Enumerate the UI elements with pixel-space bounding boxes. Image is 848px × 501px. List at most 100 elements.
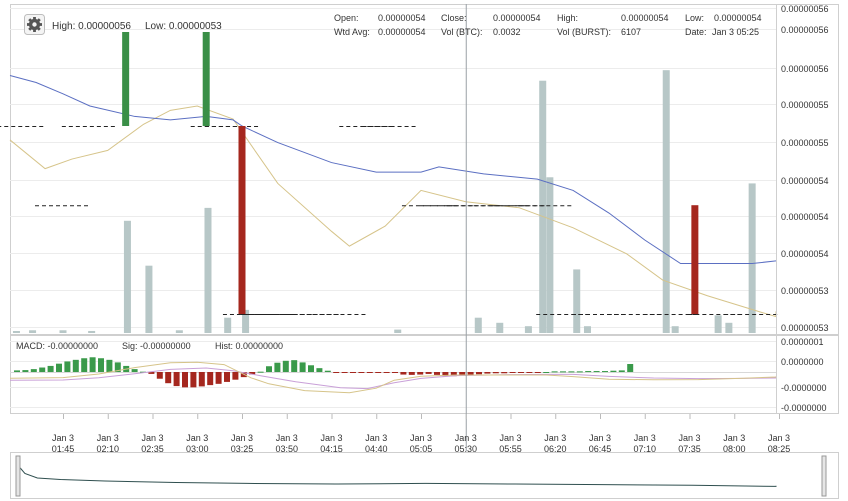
time-tick-date: Jan 3	[723, 433, 745, 443]
volume-bar	[671, 326, 679, 333]
time-tick-date: Jan 3	[231, 433, 253, 443]
stat-date-value: Jan 3 05:25	[712, 27, 759, 37]
time-tick-date: Jan 3	[97, 433, 119, 443]
chart-frames	[10, 4, 839, 499]
macd-histogram-bar	[14, 370, 20, 372]
candle-down	[238, 126, 246, 314]
macd-label: MACD: -0.00000000	[16, 341, 98, 351]
macd-histogram-bar	[627, 364, 634, 372]
range-high-label: High:	[52, 21, 75, 32]
macd-histogram-bar	[610, 370, 617, 372]
candlesticks	[0, 32, 781, 315]
candle-up	[122, 32, 130, 126]
macd-histogram-bar	[81, 358, 88, 372]
macd-histogram-bar	[308, 365, 314, 372]
time-tick-date: Jan 3	[544, 433, 566, 443]
macd-histogram-bar	[64, 361, 71, 372]
time-tick-time: 03:00	[186, 444, 209, 454]
price-tick-label: 0.00000054	[781, 212, 829, 222]
price-tick-label: 0.00000053	[781, 323, 829, 333]
settings-button[interactable]	[24, 14, 45, 35]
macd-histogram-bar	[249, 372, 256, 375]
macd-histogram-bar	[467, 372, 474, 375]
price-tick-label: 0.00000053	[781, 286, 829, 296]
ohlc-stats: Open: 0.00000054 Close: 0.00000054 High:…	[334, 13, 762, 37]
macd-histogram-bar	[148, 372, 155, 374]
time-tick-time: 05:05	[410, 444, 433, 454]
time-tick-time: 05:55	[499, 444, 522, 454]
macd-histogram-bar	[282, 360, 289, 372]
macd-histogram-bar	[207, 372, 214, 386]
candle-up	[202, 32, 210, 126]
stat-volbtc-value: 0.0032	[493, 27, 521, 37]
time-tick-date: Jan 3	[276, 433, 298, 443]
volume-bar	[123, 220, 131, 333]
stat-high-label: High:	[557, 13, 578, 23]
volume-bar	[88, 330, 96, 333]
macd-histogram-bar	[484, 372, 491, 374]
macd-histogram-bar	[22, 370, 29, 372]
time-tick-date: Jan 3	[768, 433, 790, 443]
stat-volbtc-label: Vol (BTC):	[441, 27, 483, 37]
macd-histogram-bar	[442, 372, 449, 377]
volume-bar	[204, 207, 212, 333]
volume-bar	[175, 330, 183, 333]
macd-histogram-bar	[224, 372, 230, 382]
stat-date-label: Date:	[685, 27, 707, 37]
navigator-handle-right[interactable]	[821, 455, 827, 497]
range-high: High: 0.00000056	[52, 21, 131, 32]
volume-bar	[573, 269, 581, 333]
volume-bar	[59, 330, 67, 333]
macd-histogram-bar	[375, 372, 382, 373]
stat-wtdavg-value: 0.00000054	[378, 27, 426, 37]
macd-histogram-bar	[232, 372, 239, 380]
stat-open-value: 0.00000054	[378, 13, 426, 23]
volume-bar	[29, 330, 37, 333]
gear-icon	[27, 17, 42, 32]
time-tick-time: 08:25	[768, 444, 791, 454]
macd-histogram-bar	[602, 371, 608, 373]
macd-histogram-bar	[131, 369, 138, 372]
macd-legend: MACD: -0.00000000 Sig: -0.00000000 Hist:…	[16, 341, 283, 351]
macd-histogram-bar	[434, 372, 440, 375]
macd-histogram-bar	[47, 365, 54, 372]
price-panel[interactable]	[10, 4, 839, 335]
macd-tick-label: -0.0000000	[781, 383, 827, 393]
navigator-series[interactable]	[15, 455, 827, 497]
price-axis: 0.00000056 0.00000056 0.00000056 0.00000055…	[776, 4, 829, 334]
navigator-panel[interactable]	[10, 452, 839, 499]
volume-bar	[524, 326, 532, 333]
macd-histogram-bar	[316, 368, 323, 372]
volume-bar	[394, 329, 402, 333]
time-tick-date: Jan 3	[455, 433, 477, 443]
macd-tick-label: 0.0000001	[781, 337, 824, 347]
price-gridlines	[10, 8, 776, 328]
time-tick-time: 08:00	[723, 444, 746, 454]
macd-histogram-bar	[215, 372, 222, 384]
macd-histogram-bar	[257, 371, 264, 373]
stat-volburst-label: Vol (BURST):	[557, 27, 611, 37]
sig-label: Sig: -0.00000000	[122, 341, 191, 351]
macd-histogram-bar	[534, 372, 541, 373]
price-tick-label: 0.00000056	[781, 4, 829, 14]
volume-bar	[748, 183, 756, 333]
navigator-line	[15, 462, 777, 487]
macd-histogram-bar	[39, 367, 46, 372]
macd-histogram-bar	[593, 371, 600, 373]
time-tick-time: 07:10	[633, 444, 656, 454]
time-tick-date: Jan 3	[589, 433, 611, 443]
macd-histogram-bar	[492, 372, 499, 374]
volume-bar	[662, 70, 670, 334]
macd-histogram-bar	[551, 371, 558, 373]
macd-histogram-bar	[299, 362, 306, 372]
macd-histogram-bar	[56, 363, 62, 372]
macd-histogram-bar	[366, 372, 373, 373]
macd-histogram-bar	[350, 372, 356, 373]
volume-bar	[725, 322, 733, 333]
volume-bar	[242, 309, 250, 333]
navigator-handle-left[interactable]	[15, 455, 21, 497]
time-tick-date: Jan 3	[365, 433, 387, 443]
macd-histogram-bar	[190, 372, 197, 388]
macd-panel[interactable]	[10, 335, 839, 414]
